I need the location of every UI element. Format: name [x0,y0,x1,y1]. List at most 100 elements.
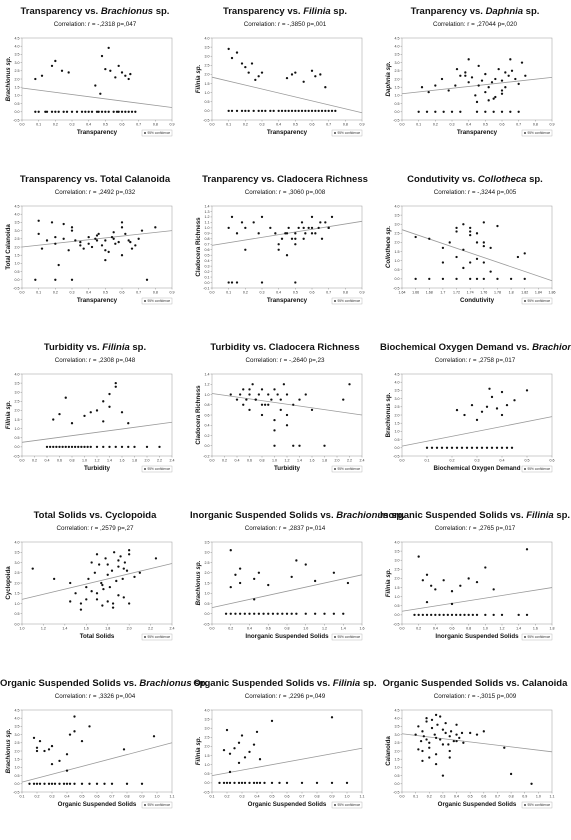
data-point [255,730,259,734]
data-point [237,741,241,744]
x-tick-label: 1.66 [412,291,419,295]
x-tick-label: 0.3 [450,123,455,127]
chart-title: Organic Suspended Solids vs. Brachionus … [0,678,208,689]
x-tick-label: 0.1 [36,291,41,295]
y-tick-label: 0.5 [205,254,210,258]
x-tick-label: 0.3 [440,795,445,799]
data-point [248,612,251,615]
data-point [314,109,317,113]
x-axis-label: Organic Suspended Solids [58,801,137,808]
plot-frame [21,205,173,289]
legend-label: 95% confidence [148,803,171,807]
data-point [447,743,450,746]
data-point [87,236,90,239]
data-point [257,75,260,78]
y-tick-label: 1.5 [15,758,20,762]
data-point [107,46,110,49]
chart-title-part: sp. [153,6,170,17]
data-point [487,86,490,89]
data-point [133,575,136,578]
data-point [55,445,58,449]
data-point [475,733,479,736]
data-point [134,110,137,113]
plot-frame [401,205,553,289]
x-tick-label: 0.7 [110,795,115,799]
legend-label: 95% confidence [528,299,551,303]
data-point [94,84,97,87]
x-axis-label: Inorganic Suspended Solids [435,633,519,640]
data-point [34,278,37,281]
data-point [125,569,129,572]
y-tick-label: 3.5 [205,717,210,721]
x-tick-label: 1.2 [322,627,327,631]
x-axis-label: Transparency [77,129,118,136]
trend-line [21,87,173,108]
y-tick-label: 2.5 [15,237,20,241]
y-tick-label: 0.5 [15,774,20,778]
x-tick-label: 0.1 [20,795,25,799]
x-tick-label: 1.84 [535,291,542,295]
scatter-plot: 1.0 1.2 1.4 1.6 1.8 2.0 2.2 2.4 0.0 0.5 1.0 1.5 2.0 2… [5,540,175,641]
data-point [94,237,97,240]
data-point [492,613,495,617]
data-point [108,585,112,589]
data-point [127,602,131,605]
y-tick-label: 2.0 [15,409,20,413]
y-tick-label: 3.5 [395,549,400,553]
x-tick-label: 0.2 [433,123,438,127]
y-tick-label: -0.5 [13,286,19,290]
x-tick-label: 0.1 [226,123,231,127]
data-point [430,446,434,449]
y-tick-label: 0.0 [15,782,20,786]
data-point [35,746,39,749]
x-tick-label: 0.0 [400,795,405,799]
data-point [60,69,64,72]
x-tick-label: 2.2 [157,459,162,463]
y-tick-label: 1.0 [15,262,20,266]
data-point [127,549,131,552]
data-point [154,557,158,560]
data-point [463,413,466,417]
data-point [120,445,124,449]
x-tick-label: 2.2 [148,627,153,631]
data-point [482,277,485,281]
x-tick-label: 0.2 [53,123,58,127]
y-axis-label: Brachionus sp. [5,56,12,101]
data-point [111,606,115,609]
data-point [504,86,507,89]
y-tick-label: 0.5 [395,604,400,608]
y-tick-label: 3.0 [395,559,400,563]
data-point [100,244,104,247]
y-tick-label: 1.0 [395,430,400,434]
data-point [267,403,270,406]
data-point [474,94,477,97]
legend-label: 95% confidence [528,131,551,135]
data-point [52,418,55,421]
x-tick-label: 1.2 [41,627,46,631]
data-point [77,445,80,449]
data-point [334,109,337,113]
data-point [83,445,86,449]
data-point [228,752,232,755]
x-tick-label: 0.9 [360,123,365,127]
data-point [497,68,500,71]
trend-line [401,416,553,447]
data-point [469,277,472,281]
x-axis-label: Inorganic Suspended Solids [245,633,329,640]
x-tick-label: 2.4 [170,459,175,463]
data-point [124,232,127,236]
x-tick-label: 0.4 [65,795,70,799]
data-point [425,573,429,576]
data-point [73,782,76,785]
x-tick-label: 0.1 [413,795,418,799]
y-tick-label: 2.0 [15,749,20,753]
data-point [285,781,289,785]
chart-title: Condutivity vs. Collotheca sp. [380,174,570,185]
x-tick-label: 0.3 [70,291,75,295]
data-point [469,731,472,735]
data-point [421,749,424,753]
data-point [100,54,104,58]
y-tick-label: 0.0 [205,781,210,785]
y-axis-label: Brachionus sp. [385,392,392,437]
legend-marker [334,468,336,470]
